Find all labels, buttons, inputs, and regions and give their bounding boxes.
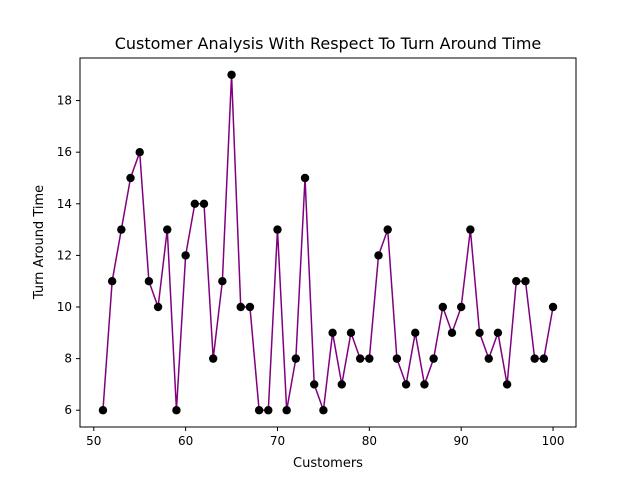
data-point xyxy=(310,380,319,389)
series-line xyxy=(102,74,554,411)
data-point xyxy=(337,380,346,389)
data-point xyxy=(190,199,200,208)
x-tick-label: 90 xyxy=(454,434,469,448)
y-axis-label: Turn Around Time xyxy=(32,185,47,300)
x-tick-label: 70 xyxy=(270,434,285,448)
data-point xyxy=(539,354,549,363)
data-point xyxy=(346,328,356,338)
y-tick-label: 18 xyxy=(57,94,72,108)
data-point xyxy=(172,406,181,415)
data-point xyxy=(374,251,383,260)
data-point xyxy=(236,302,245,312)
data-point xyxy=(355,354,365,363)
data-point xyxy=(153,302,163,312)
data-point xyxy=(135,147,144,157)
data-point xyxy=(117,225,126,234)
y-axis: 6 8 10 12 14 16 18 xyxy=(57,94,80,417)
data-point xyxy=(438,302,448,312)
data-point xyxy=(300,173,310,183)
y-tick-label: 10 xyxy=(57,300,72,314)
data-point xyxy=(493,328,503,338)
data-point xyxy=(392,354,402,363)
data-point xyxy=(447,328,457,338)
data-point xyxy=(530,354,539,363)
x-tick-label: 50 xyxy=(86,434,101,448)
x-tick-label: 100 xyxy=(542,434,565,448)
data-point xyxy=(383,225,392,234)
data-point xyxy=(264,406,273,415)
data-point xyxy=(502,380,512,389)
x-tick-label: 60 xyxy=(178,434,193,448)
data-point xyxy=(429,354,438,363)
data-point xyxy=(291,354,301,363)
x-tick-label: 80 xyxy=(362,434,377,448)
y-tick-label: 12 xyxy=(57,248,72,262)
data-point xyxy=(475,328,484,338)
data-point xyxy=(548,302,558,312)
data-point xyxy=(245,302,255,312)
data-point xyxy=(466,225,475,234)
data-point xyxy=(521,277,530,286)
y-tick-label: 6 xyxy=(64,403,72,417)
data-point xyxy=(227,70,236,79)
data-point xyxy=(218,277,227,286)
data-point xyxy=(126,173,135,183)
plot-area xyxy=(98,70,558,415)
data-point xyxy=(181,251,190,260)
y-tick-label: 8 xyxy=(64,352,72,366)
data-point xyxy=(401,380,411,389)
data-point xyxy=(254,406,264,415)
data-point xyxy=(456,302,466,312)
data-point xyxy=(208,354,218,363)
data-point xyxy=(365,354,374,363)
data-point xyxy=(420,380,429,389)
data-point xyxy=(199,199,209,208)
data-point xyxy=(411,328,420,338)
plot-frame xyxy=(79,57,577,428)
data-point xyxy=(282,406,291,415)
data-point xyxy=(107,277,117,286)
data-point xyxy=(512,277,521,286)
x-axis: 50 60 70 80 90 100 xyxy=(86,427,564,448)
data-point xyxy=(98,406,108,415)
data-point xyxy=(144,277,154,286)
x-axis-label: Customers xyxy=(293,456,363,471)
data-point xyxy=(484,354,493,363)
y-tick-label: 14 xyxy=(57,197,72,211)
data-point xyxy=(319,406,328,415)
data-point xyxy=(328,328,337,338)
chart-title: Customer Analysis With Respect To Turn A… xyxy=(115,34,542,53)
data-point xyxy=(273,225,282,234)
y-tick-label: 16 xyxy=(57,145,72,159)
data-point xyxy=(163,225,172,234)
